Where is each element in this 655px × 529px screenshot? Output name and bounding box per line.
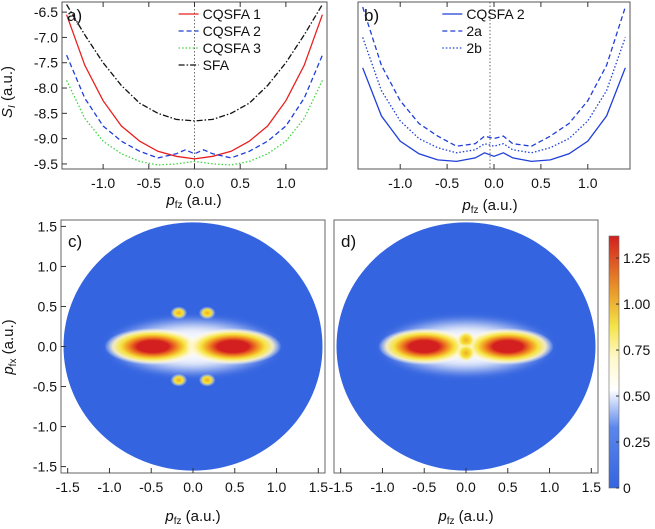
panel-d-x-ticks: -1.5 -1.0 -0.5 0.0 0.5 1.0 1.5 — [329, 468, 602, 495]
a-series-line-3 — [66, 4, 323, 122]
c-blob-2 — [170, 306, 188, 320]
panel-b-x-ticks: -1.0 -0.5 0.0 0.5 1.0 — [388, 2, 598, 191]
colorbar-tick-label-4: 0.25 — [623, 434, 650, 450]
panel-a-x-ticks: -1.0 -0.5 0.0 0.5 1.0 — [91, 2, 296, 191]
a-x-tick-label-0: -1.0 — [91, 175, 115, 191]
d-blob-1 — [461, 328, 554, 365]
d-blob-3 — [455, 343, 477, 363]
c-y-tick-label-3: 0.0 — [38, 339, 58, 355]
c-blob-4 — [170, 373, 188, 387]
panel-d-heatmap — [336, 222, 596, 471]
a-y-tick-label-5: -9.0 — [34, 131, 58, 147]
c-y-tick-label-5: -1.0 — [33, 419, 57, 435]
b-series-line-0 — [362, 67, 626, 163]
panel-c-y-ticks: 1.5 1.0 0.5 0.0 -0.5 -1.0 -1.5 — [33, 218, 66, 475]
c-x-tick-label-4: 0.5 — [225, 479, 245, 495]
c-blob-3 — [198, 306, 216, 320]
colorbar-tick-label-5: 0 — [623, 480, 631, 496]
colorbar: 1.25 1.00 0.75 0.50 0.25 0 — [608, 235, 650, 496]
c-y-tick-label-6: -1.5 — [33, 459, 57, 475]
colorbar-tick-label-2: 0.75 — [623, 342, 650, 358]
panel-a-series — [65, 4, 324, 166]
panel-a-y-ticks: -6.5 -7.0 -7.5 -8.0 -8.5 -9.0 -9.5 — [34, 4, 67, 172]
panel-c: -1.5 -1.0 -0.5 0.0 0.5 1.0 1.5 1.5 1.0 0.5 0.0 -0.… — [0, 218, 328, 527]
c-x-tick-label-2: -0.5 — [139, 479, 163, 495]
b-x-tick-label-0: -1.0 — [388, 175, 412, 191]
panel-b-frame — [357, 1, 631, 170]
panel-c-label: c) — [68, 232, 82, 251]
a-legend-label-3: SFA — [203, 57, 230, 73]
b-legend-label-2: 2b — [466, 40, 482, 56]
d-x-tick-label-5: 1.0 — [540, 479, 560, 495]
d-x-tick-label-2: -0.5 — [412, 479, 436, 495]
b-legend-label-0: CQSFA 2 — [466, 6, 525, 22]
colorbar-ticks: 1.25 1.00 0.75 0.50 0.25 0 — [616, 250, 650, 496]
a-y-tick-label-6: -9.5 — [34, 156, 58, 172]
colorbar-tick-label-0: 1.25 — [623, 250, 650, 266]
a-legend-label-0: CQSFA 1 — [203, 6, 262, 22]
a-x-tick-label-4: 1.0 — [276, 175, 296, 191]
d-x-tick-label-4: 0.5 — [498, 479, 518, 495]
a-x-tick-label-3: 0.5 — [230, 175, 250, 191]
panel-c-ylabel: pfx (a.u.) — [0, 319, 19, 375]
c-y-tick-label-0: 1.5 — [38, 218, 58, 234]
d-x-tick-label-0: -1.5 — [329, 479, 353, 495]
panel-b-xlabel: pfz (a.u.) — [461, 197, 517, 216]
b-legend-label-1: 2a — [466, 23, 482, 39]
panel-d: -1.5 -1.0 -0.5 0.0 0.5 1.0 1.5 d) pfz (a.u.) — [329, 219, 602, 527]
a-x-tick-label-2: 0.0 — [185, 175, 205, 191]
colorbar-gradient — [608, 235, 620, 489]
panel-a-label: a) — [67, 6, 82, 25]
c-x-tick-label-0: -1.5 — [56, 479, 80, 495]
b-x-tick-label-3: 0.5 — [531, 175, 551, 191]
c-y-tick-label-2: 0.5 — [38, 298, 58, 314]
a-y-tick-label-1: -7.0 — [34, 29, 58, 45]
b-series-line-2 — [362, 37, 626, 154]
panel-c-x-ticks: -1.5 -1.0 -0.5 0.0 0.5 1.0 1.5 — [56, 468, 329, 495]
c-blob-5 — [198, 373, 216, 387]
b-x-tick-label-4: 1.0 — [578, 175, 598, 191]
panel-b-series — [362, 6, 626, 163]
panel-d-label: d) — [341, 232, 356, 251]
a-y-tick-label-2: -7.5 — [34, 55, 58, 71]
panel-a-frame — [61, 1, 328, 170]
panel-a-xlabel: pfz (a.u.) — [165, 192, 221, 211]
panel-c-xlabel: pfz (a.u.) — [164, 508, 220, 527]
a-series-line-2 — [66, 80, 323, 166]
c-blob-0 — [104, 328, 202, 365]
a-legend-label-2: CQSFA 3 — [203, 40, 262, 56]
c-x-tick-label-5: 1.0 — [267, 479, 287, 495]
panel-a-ylabel: SI (a.u.) — [0, 66, 18, 118]
panel-b-label: b) — [364, 6, 379, 25]
a-series-line-0 — [65, 14, 324, 160]
d-x-tick-label-3: 0.0 — [456, 479, 476, 495]
panel-a: -1.0 -0.5 0.0 0.5 1.0 -6.5 -7.0 -7.5 -8.0 -8.5 -9… — [0, 1, 328, 211]
colorbar-tick-label-1: 1.00 — [623, 296, 650, 312]
panel-b: -1.0 -0.5 0.0 0.5 1.0 b) pfz (a.u.) CQSFA 22… — [357, 1, 631, 216]
b-series-line-1 — [362, 6, 626, 147]
panel-d-xlabel: pfz (a.u.) — [437, 508, 493, 527]
panel-c-heatmap — [63, 222, 323, 471]
b-x-tick-label-1: -0.5 — [435, 175, 459, 191]
d-blob-0 — [378, 328, 471, 365]
a-x-tick-label-1: -0.5 — [137, 175, 161, 191]
colorbar-tick-label-3: 0.50 — [623, 388, 650, 404]
a-y-tick-label-3: -8.0 — [34, 80, 58, 96]
a-legend-label-1: CQSFA 2 — [203, 23, 262, 39]
c-x-tick-label-6: 1.5 — [309, 479, 329, 495]
d-x-tick-label-1: -1.0 — [370, 479, 394, 495]
a-y-tick-label-0: -6.5 — [34, 4, 58, 20]
c-y-tick-label-4: -0.5 — [33, 379, 57, 395]
d-x-tick-label-6: 1.5 — [582, 479, 602, 495]
c-blob-1 — [184, 328, 282, 365]
c-x-tick-label-3: 0.0 — [183, 479, 203, 495]
b-x-tick-label-2: 0.0 — [484, 175, 504, 191]
a-y-tick-label-4: -8.5 — [34, 105, 58, 121]
c-x-tick-label-1: -1.0 — [97, 479, 121, 495]
c-y-tick-label-1: 1.0 — [38, 258, 58, 274]
